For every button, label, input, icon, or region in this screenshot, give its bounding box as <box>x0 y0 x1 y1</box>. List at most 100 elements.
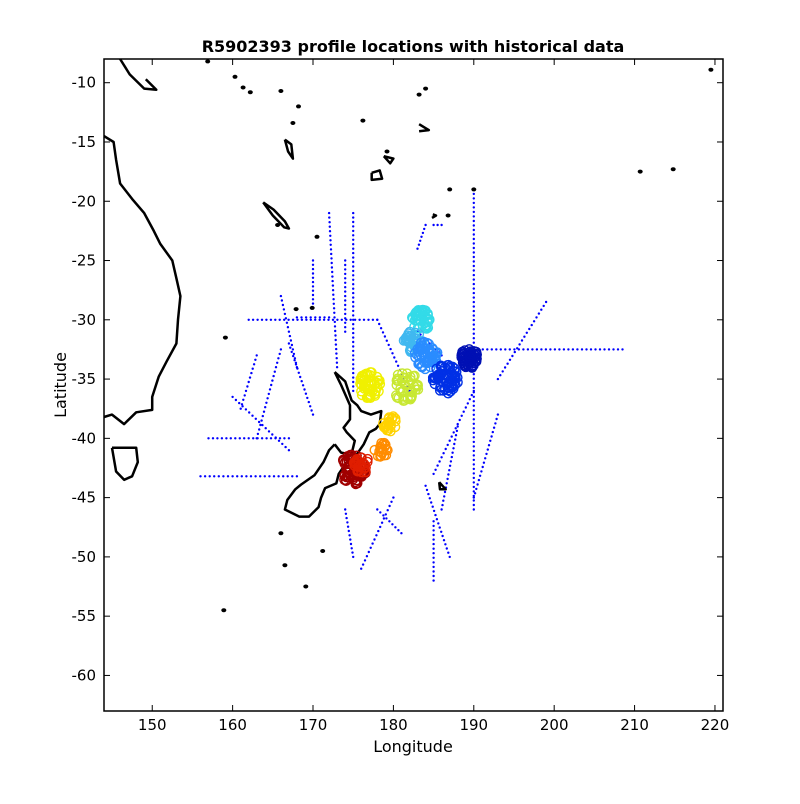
historical-point <box>344 303 347 307</box>
historical-point <box>360 567 363 570</box>
historical-point <box>261 414 264 418</box>
historical-point <box>369 546 372 549</box>
historical-point <box>344 263 347 267</box>
historical-point <box>430 501 433 504</box>
historical-point <box>486 448 489 451</box>
historical-point <box>363 559 367 562</box>
historical-point <box>296 318 299 321</box>
historical-point <box>335 361 339 364</box>
historical-point <box>352 349 355 353</box>
historical-point <box>472 377 475 380</box>
historical-point <box>282 475 285 478</box>
historical-point <box>472 228 475 232</box>
historical-point <box>472 201 475 205</box>
historical-point <box>511 354 514 358</box>
profile-marker <box>410 309 421 320</box>
historical-point <box>424 484 427 487</box>
profile-marker <box>364 390 376 402</box>
historical-point <box>300 318 304 321</box>
historical-point <box>472 260 475 263</box>
chart-title: R5902393 profile locations with historic… <box>202 37 625 56</box>
profile-marker <box>444 363 455 374</box>
historical-point <box>333 325 337 328</box>
historical-point <box>216 437 219 440</box>
historical-point <box>499 348 502 351</box>
historical-point <box>432 520 435 523</box>
historical-point <box>440 530 443 533</box>
historical-point <box>447 473 450 476</box>
historical-point <box>269 318 273 321</box>
historical-point <box>421 231 425 235</box>
historical-point <box>352 309 355 313</box>
historical-point <box>532 320 536 323</box>
historical-point <box>349 318 352 321</box>
historical-point <box>530 323 533 327</box>
historical-point <box>311 272 315 275</box>
historical-point <box>295 475 299 478</box>
historical-point <box>451 451 454 454</box>
historical-point <box>352 291 355 295</box>
historical-point <box>371 318 375 321</box>
historical-point <box>472 300 475 304</box>
historical-point <box>332 298 335 301</box>
historical-point <box>344 277 347 280</box>
historical-point <box>516 347 519 350</box>
historical-point <box>331 275 334 278</box>
historical-point <box>208 475 211 478</box>
historical-point <box>472 481 475 484</box>
historical-point <box>504 348 507 351</box>
historical-point <box>229 437 232 440</box>
historical-point <box>472 431 475 434</box>
historical-point <box>472 296 475 299</box>
historical-point <box>472 467 475 471</box>
historical-point <box>289 339 293 342</box>
historical-point <box>287 449 291 452</box>
historical-point <box>238 401 241 405</box>
historical-point <box>274 436 277 439</box>
historical-point <box>344 312 347 316</box>
y-tick-label: -45 <box>72 489 97 507</box>
historical-point <box>448 439 451 442</box>
historical-point <box>300 380 303 383</box>
historical-point <box>434 513 437 517</box>
historical-point <box>434 468 437 471</box>
historical-point <box>287 437 291 440</box>
historical-point <box>448 464 452 467</box>
historical-point <box>490 435 493 438</box>
historical-point <box>432 547 435 550</box>
historical-point <box>453 442 456 446</box>
historical-point <box>352 327 355 330</box>
historical-point <box>395 360 398 363</box>
historical-point <box>352 358 355 361</box>
historical-point <box>344 317 347 320</box>
historical-point <box>432 529 435 532</box>
historical-point <box>478 474 482 477</box>
x-axis-ticks: 150 160 170 180 190 200 210 220 <box>138 59 729 734</box>
historical-point <box>472 251 475 254</box>
historical-point <box>352 305 355 308</box>
historical-point <box>454 438 457 441</box>
historical-point <box>476 483 479 486</box>
historical-point <box>334 338 337 342</box>
y-axis-ticks: -10 -15 -20 -25 -30 -35 -40 -45 -50 -55 -60 <box>72 74 723 684</box>
historical-point <box>472 436 475 439</box>
historical-point <box>276 361 279 364</box>
historical-point <box>290 350 293 354</box>
historical-point <box>277 357 280 360</box>
island <box>293 307 299 312</box>
profile-marker <box>442 360 453 371</box>
historical-point <box>549 348 552 351</box>
historical-point <box>311 280 315 284</box>
historical-point <box>258 428 261 431</box>
historical-point <box>311 293 315 297</box>
historical-point <box>458 418 461 422</box>
historical-point <box>243 437 246 440</box>
profile-marker <box>351 455 362 466</box>
historical-point <box>348 534 351 537</box>
historical-point <box>234 398 238 402</box>
historical-point <box>495 417 498 421</box>
historical-point <box>517 348 521 351</box>
profile-marker <box>356 466 367 478</box>
historical-point <box>423 227 426 231</box>
historical-point <box>485 452 488 456</box>
